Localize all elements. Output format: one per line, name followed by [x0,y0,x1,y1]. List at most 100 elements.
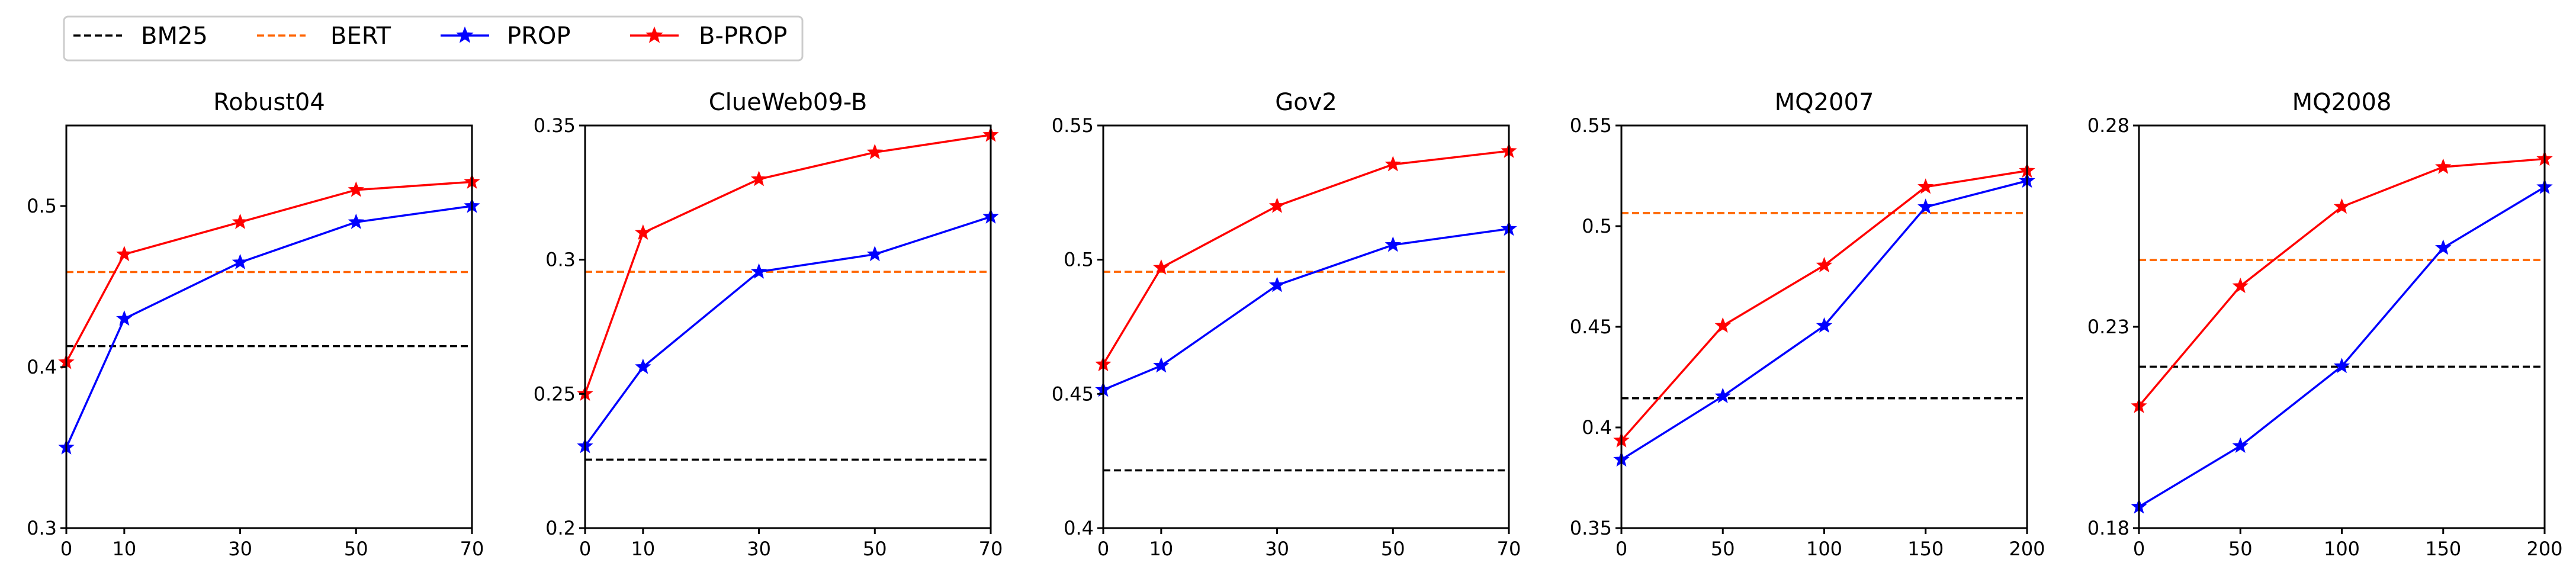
y-tick-label: 0.35 [534,114,576,137]
panel-title: ClueWeb09-B [709,89,868,116]
data-point-prop [866,246,883,262]
legend-frame [63,15,804,62]
panel-gov2: Gov2 0 10 30 50 70 0.4 0.45 0.5 0.55 [1052,89,1521,560]
data-point-b-prop [2435,158,2452,174]
x-tick-label: 10 [112,538,136,560]
data-point-prop [116,310,133,326]
data-point-prop [1816,317,1833,333]
x-tick-label: 30 [228,538,252,560]
panel-robust04: Robust04 0 10 30 50 70 0.3 0.4 0.5 [27,89,484,560]
data-point-b-prop [1714,317,1731,333]
panel-title: MQ2007 [1775,89,1874,116]
legend-label-b-prop: B-PROP [699,22,787,50]
data-point-prop [2333,358,2350,374]
x-tick-label: 0 [579,538,591,560]
y-tick-label: 0.4 [27,356,57,378]
axes-frame [1102,124,1510,529]
data-point-b-prop [866,143,883,159]
data-point-b-prop [1917,178,1934,194]
panel-title: Gov2 [1275,89,1337,116]
y-tick-label: 0.25 [534,382,576,405]
data-point-prop [232,253,249,269]
chart-panels: Robust04 0 10 30 50 70 0.3 0.4 0.5 ClueWeb09-B 0 10… [27,89,2562,560]
legend-label-bert: BERT [330,22,391,50]
legend-entry-b-prop: B-PROP [630,22,787,50]
y-tick-label: 0.45 [1570,316,1612,338]
legend-marker-prop [456,26,474,43]
y-tick-label: 0.5 [27,195,57,217]
x-tick-label: 200 [2009,538,2045,560]
axes-frame [65,124,473,529]
data-point-b-prop [232,213,249,229]
data-point-b-prop [2232,277,2249,293]
panel-title: Robust04 [213,89,325,116]
x-tick-label: 100 [2324,538,2360,560]
data-point-prop [750,263,767,279]
data-point-b-prop [635,224,651,240]
legend-items: BM25 BERT PROP B-PROP [73,22,787,50]
x-tick-label: 50 [863,538,887,560]
legend-entry-bm25: BM25 [73,22,208,50]
y-tick-label: 0.55 [1052,114,1094,137]
legend: BM25 BERT PROP B-PROP [63,15,804,62]
x-tick-label: 0 [2133,538,2145,560]
data-point-prop [635,358,651,374]
data-point-b-prop [116,246,133,262]
y-tick-label: 0.4 [1582,416,1612,439]
data-point-b-prop [1153,259,1170,275]
data-point-b-prop [1816,256,1833,272]
legend-entry-prop: PROP [441,22,571,50]
x-tick-label: 150 [1907,538,1944,560]
axes-frame [584,124,992,529]
y-tick-label: 0.23 [2087,316,2129,338]
x-tick-label: 50 [2228,538,2253,560]
data-point-prop [2232,437,2249,453]
series-prop [58,197,480,455]
x-tick-label: 10 [1149,538,1173,560]
x-tick-label: 50 [1381,538,1405,560]
y-tick-label: 0.2 [545,517,576,539]
data-point-b-prop [750,171,767,186]
data-point-prop [1917,198,1934,214]
x-tick-label: 70 [1497,538,1521,560]
data-point-prop [1385,236,1401,252]
data-point-prop [348,213,364,229]
x-tick-label: 0 [60,538,72,560]
y-tick-label: 0.55 [1570,114,1612,137]
legend-entry-bert: BERT [257,22,391,50]
x-tick-label: 100 [1806,538,1842,560]
series-prop [1613,172,2035,467]
y-tick-label: 0.5 [1064,249,1094,271]
panel-title: MQ2008 [2292,89,2392,116]
data-point-b-prop [348,181,364,197]
panel-mq2008: MQ2008 0 50 100 150 200 0.18 0.23 0.28 [2087,89,2563,560]
x-tick-label: 70 [979,538,1003,560]
panel-mq2007: MQ2007 0 50 100 150 200 0.35 0.4 0.45 0.5 0.55 [1570,89,2045,560]
y-tick-label: 0.28 [2087,114,2129,137]
x-tick-label: 50 [1711,538,1735,560]
panel-clueweb09-b: ClueWeb09-B 0 10 30 50 70 0.2 0.25 0.3 0.35 [534,89,1003,560]
x-tick-label: 0 [1097,538,1109,560]
x-tick-label: 70 [460,538,484,560]
data-point-prop [1153,357,1170,373]
legend-label-bm25: BM25 [141,22,208,50]
data-point-prop [2435,239,2452,255]
x-tick-label: 50 [344,538,368,560]
x-tick-label: 200 [2526,538,2562,560]
y-tick-label: 0.5 [1582,215,1612,237]
legend-marker-b-prop [645,26,663,43]
y-tick-label: 0.18 [2087,517,2129,539]
data-point-b-prop [1385,156,1401,172]
data-point-b-prop [1268,197,1286,213]
data-point-b-prop [2333,198,2350,214]
y-tick-label: 0.45 [1052,382,1094,405]
y-tick-label: 0.3 [27,517,57,539]
y-tick-label: 0.4 [1064,517,1094,539]
data-point-prop [1268,276,1286,292]
x-tick-label: 0 [1615,538,1627,560]
x-tick-label: 10 [631,538,655,560]
legend-label-prop: PROP [507,22,571,50]
x-tick-label: 150 [2425,538,2461,560]
